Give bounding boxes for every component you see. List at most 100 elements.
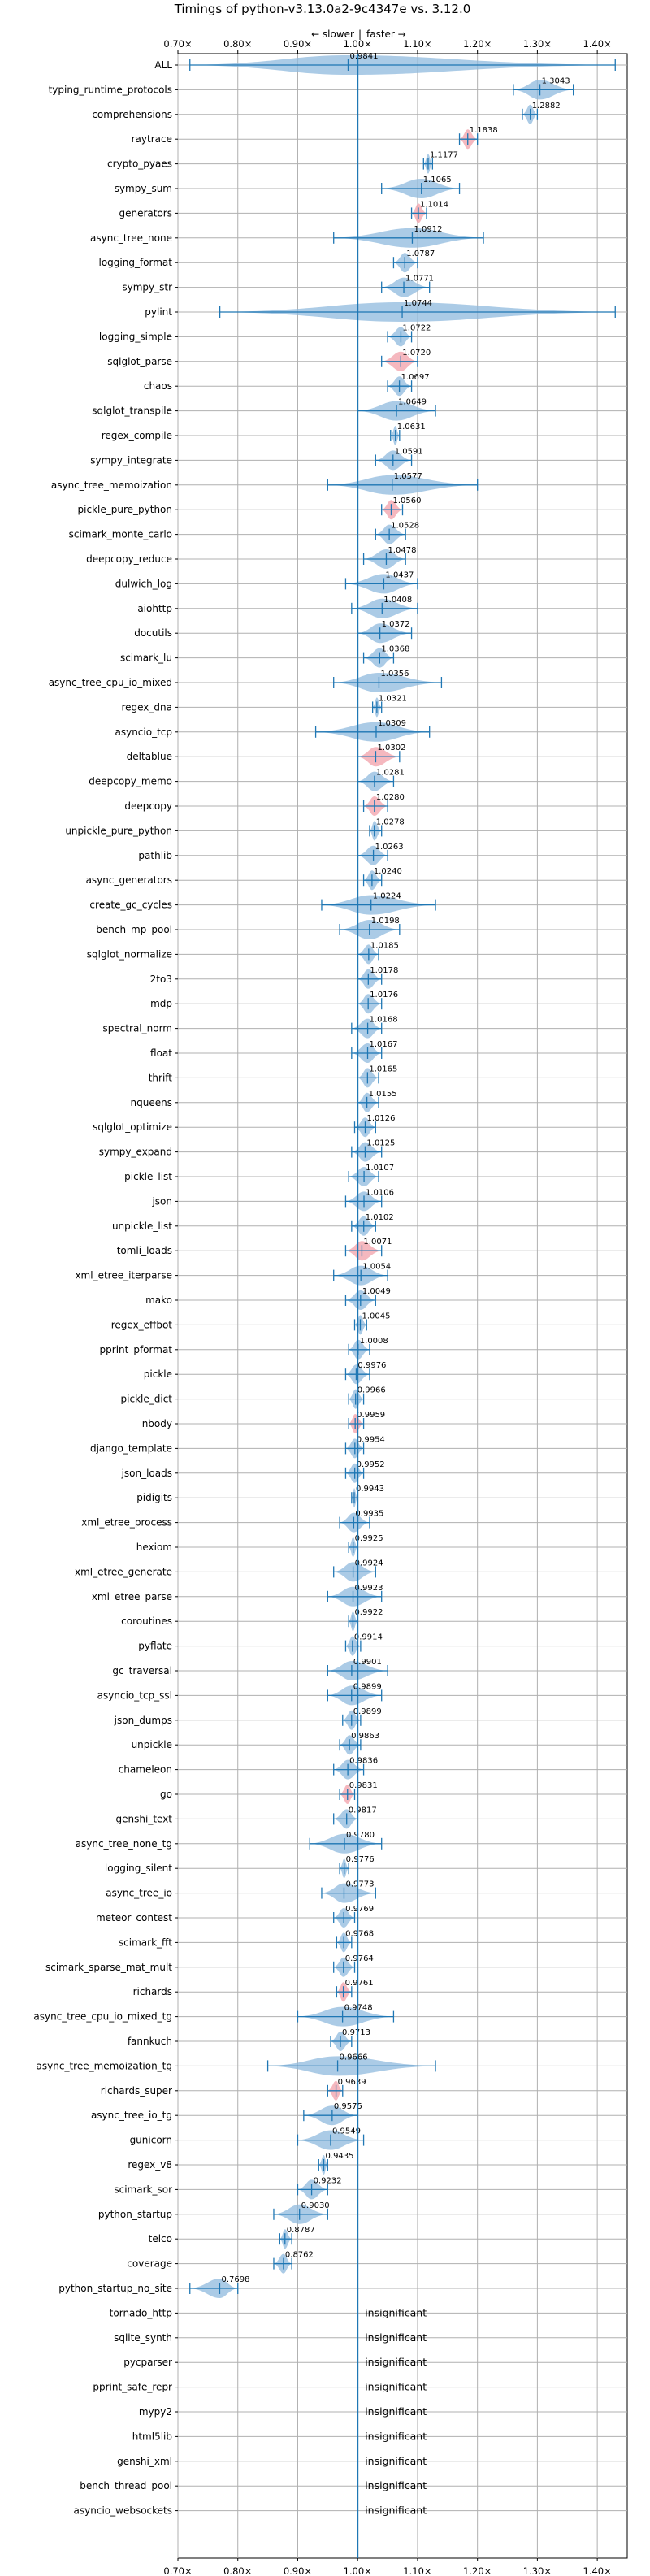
benchmark-row: scimark_sparse_mat_mult 0.9764	[46, 1954, 627, 1977]
value-label: 0.9952	[357, 1460, 385, 1469]
benchmark-label: logging_simple	[99, 331, 172, 342]
benchmark-label: pickle_pure_python	[78, 504, 172, 515]
value-label: 0.9232	[314, 2176, 342, 2185]
value-label: 1.0478	[388, 546, 416, 555]
value-label: 1.0722	[402, 323, 431, 332]
benchmark-row: richards 0.9761	[133, 1979, 627, 2002]
insignificant-label: insignificant	[365, 2381, 427, 2393]
value-label: 1.0106	[366, 1188, 394, 1197]
value-label: 0.8787	[287, 2226, 315, 2235]
insignificant-label: insignificant	[365, 2306, 427, 2318]
benchmark-row: sympy_str 1.0771	[122, 275, 627, 297]
benchmark-row: async_generators 1.0240	[86, 867, 627, 891]
benchmark-row: richards_super 0.9639	[101, 2078, 627, 2101]
benchmark-row: pylint 1.0744	[145, 299, 627, 322]
benchmark-label: chameleon	[119, 1764, 172, 1776]
value-label: 1.0107	[366, 1164, 394, 1173]
benchmark-row: raytrace 1.1838	[132, 126, 627, 150]
benchmark-label: sqlglot_parse	[107, 356, 172, 367]
value-label: 1.0309	[378, 719, 406, 728]
x-tick-label-bottom: 1.40×	[583, 2565, 612, 2576]
value-label: 1.0560	[392, 497, 421, 505]
benchmark-row: pprint_pformat 1.0008	[100, 1337, 627, 1360]
benchmark-label: sqlglot_normalize	[87, 948, 172, 960]
benchmark-row: tomli_loads 1.0071	[117, 1238, 627, 1261]
value-label: 0.9935	[355, 1510, 384, 1519]
benchmark-row: pickle_list 1.0107	[124, 1164, 627, 1186]
benchmark-row: pyflate 0.9914	[138, 1633, 627, 1656]
benchmark-label: async_tree_cpu_io_mixed_tg	[33, 2011, 172, 2023]
benchmark-row: genshi_text 0.9817	[116, 1806, 627, 1829]
benchmark-row: coverage 0.8762	[127, 2251, 627, 2274]
benchmark-label: xml_etree_iterparse	[75, 1270, 172, 1281]
benchmark-row: async_tree_none 1.0912	[90, 225, 627, 248]
insignificant-label: insignificant	[365, 2504, 427, 2517]
benchmark-row: xml_etree_iterparse 1.0054	[75, 1263, 627, 1286]
value-label: 1.0631	[397, 423, 426, 432]
benchmark-row: genshi_xml insignificant	[117, 2455, 627, 2467]
benchmark-row: dulwich_log 1.0437	[115, 570, 627, 594]
benchmark-row: sympy_integrate 1.0591	[90, 447, 627, 471]
benchmark-label: deltablue	[127, 751, 172, 762]
value-label: 0.9966	[358, 1386, 386, 1395]
benchmark-row: unpickle 0.9863	[132, 1732, 627, 1755]
value-label: 0.9914	[354, 1633, 383, 1642]
benchmark-row: meteor_contest 0.9769	[96, 1905, 627, 1928]
value-label: 1.0126	[366, 1114, 395, 1123]
benchmark-row: create_gc_cycles 1.0224	[89, 892, 627, 915]
value-label: 1.0054	[362, 1263, 391, 1272]
value-label: 1.0178	[370, 966, 398, 975]
value-label: 1.0321	[379, 694, 407, 703]
value-label: 1.0198	[371, 917, 400, 926]
benchmark-label: bench_thread_pool	[80, 2480, 172, 2491]
value-label: 0.9863	[351, 1732, 379, 1741]
value-label: 1.0185	[370, 941, 399, 950]
benchmark-label: regex_v8	[128, 2159, 172, 2171]
benchmark-label: async_tree_none	[90, 232, 172, 244]
benchmark-label: pickle_list	[124, 1171, 172, 1182]
benchmark-row: bench_thread_pool insignificant	[80, 2479, 627, 2491]
x-tick-label-bottom: 1.00×	[344, 2565, 372, 2576]
benchmark-label: logging_format	[98, 257, 172, 268]
value-label: 0.8762	[285, 2251, 314, 2260]
benchmark-row: json_dumps 0.9899	[114, 1707, 627, 1730]
benchmark-row: telco 0.8787	[149, 2226, 627, 2249]
benchmark-label: pyflate	[138, 1641, 172, 1652]
value-label: 1.1014	[420, 200, 448, 209]
benchmark-row: scimark_fft 0.9768	[119, 1929, 627, 1953]
benchmark-label: pickle	[144, 1368, 172, 1380]
benchmark-row: spectral_norm 1.0168	[102, 1016, 627, 1039]
benchmark-row: async_tree_cpu_io_mixed 1.0356	[49, 670, 627, 692]
value-label: 1.0263	[375, 843, 404, 852]
benchmark-row: json_loads 0.9952	[121, 1460, 627, 1483]
benchmark-row: async_tree_io_tg 0.9575	[91, 2102, 627, 2126]
benchmark-label: hexiom	[136, 1542, 172, 1553]
x-tick-label-bottom: 0.90×	[284, 2565, 312, 2576]
value-label: 0.9764	[345, 1954, 374, 1963]
benchmark-row: generators 1.1014	[119, 200, 627, 223]
benchmark-label: django_template	[90, 1442, 172, 1454]
benchmark-row: sqlite_synth insignificant	[114, 2331, 627, 2344]
value-label: 0.9836	[349, 1757, 378, 1766]
benchmark-row: sqlglot_parse 1.0720	[107, 349, 627, 371]
value-label: 1.0240	[374, 867, 402, 876]
value-label: 1.0437	[385, 570, 414, 579]
benchmark-row: bench_mp_pool 1.0198	[96, 917, 627, 939]
benchmark-row: go 0.9831	[160, 1781, 627, 1804]
benchmark-row: float 1.0167	[150, 1040, 627, 1063]
benchmark-label: typing_runtime_protocols	[49, 84, 172, 95]
benchmark-label: xml_etree_generate	[75, 1566, 172, 1577]
benchmark-label: raytrace	[132, 133, 172, 145]
x-tick-label-top: 0.90×	[284, 38, 312, 50]
value-label: 1.0165	[369, 1065, 397, 1073]
benchmark-row: python_startup_no_site 0.7698	[58, 2275, 627, 2298]
x-tick-label-bottom: 0.80×	[223, 2565, 252, 2576]
benchmark-row: fannkuch 0.9713	[128, 2028, 627, 2051]
chart-title: Timings of python-v3.13.0a2-9c4347e vs. …	[174, 2, 471, 16]
benchmark-label: scimark_monte_carlo	[69, 529, 172, 540]
benchmark-row: pprint_safe_repr insignificant	[93, 2381, 627, 2393]
benchmark-row: unpickle_list 1.0102	[112, 1213, 627, 1236]
benchmark-label: pidigits	[136, 1492, 172, 1503]
x-tick-label-top: 0.70×	[163, 38, 192, 50]
value-label: 0.9954	[357, 1435, 385, 1444]
